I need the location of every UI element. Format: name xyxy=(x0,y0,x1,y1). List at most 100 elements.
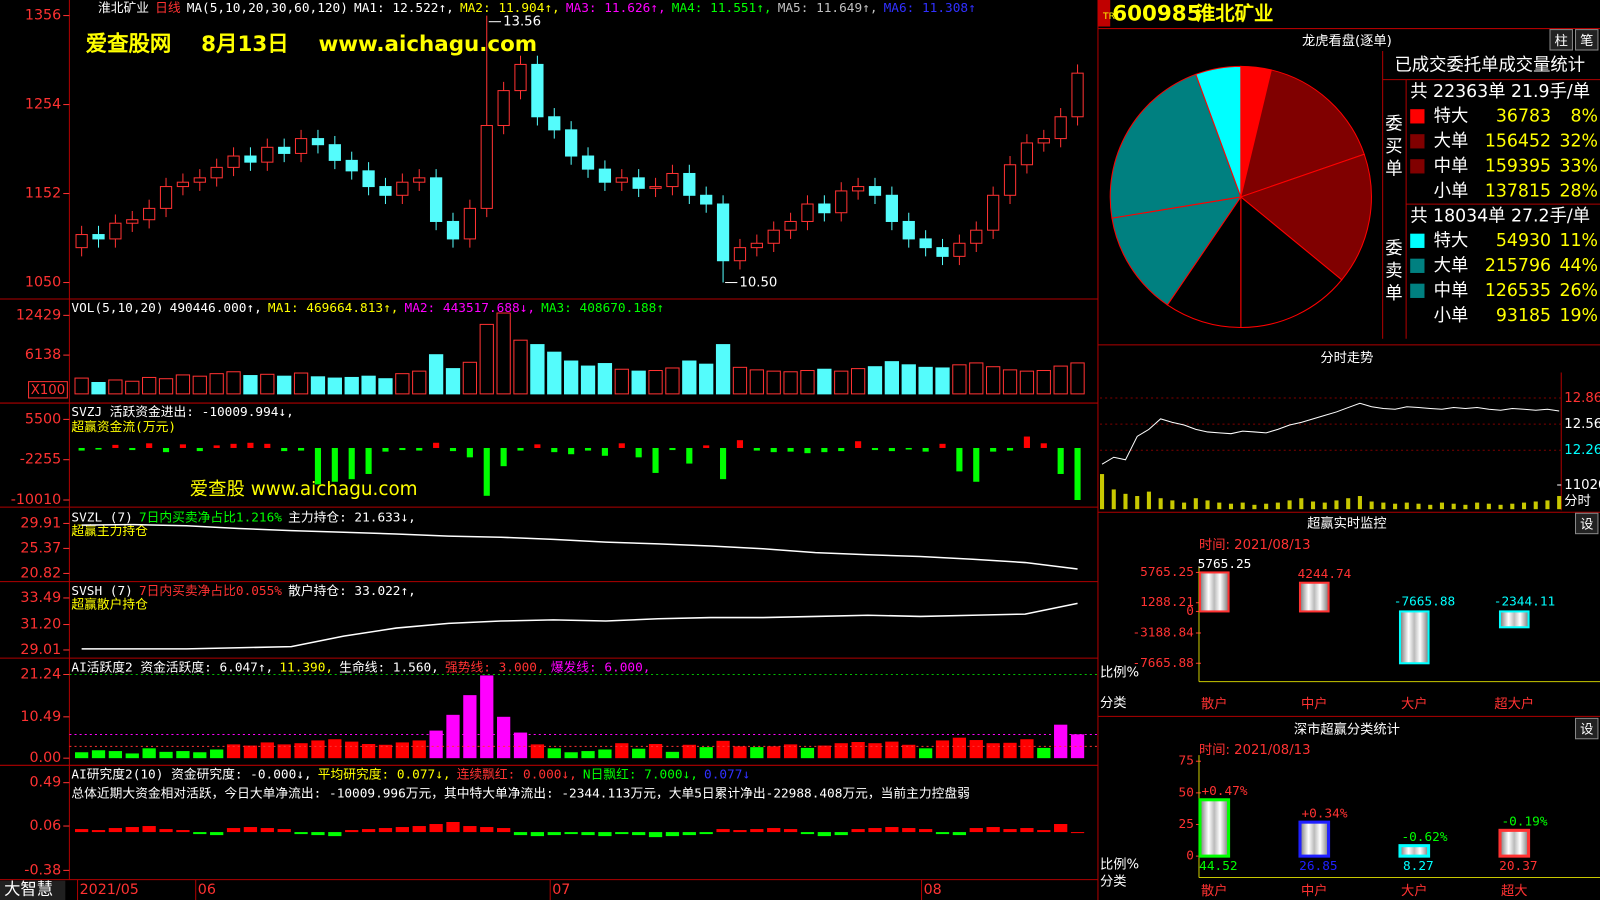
candle-body xyxy=(311,138,325,146)
y-tick-label: 29.01 xyxy=(20,642,61,658)
bar xyxy=(1070,734,1085,759)
row-pct: 8% xyxy=(1570,106,1598,126)
bar xyxy=(348,447,355,480)
intraday-volume xyxy=(1439,502,1445,510)
volume-bar xyxy=(952,364,967,395)
intraday-volume xyxy=(1533,501,1538,510)
bar xyxy=(885,827,899,833)
intraday-volume xyxy=(1334,500,1339,510)
y-tick-label: 20.82 xyxy=(20,565,61,581)
candle-body xyxy=(750,242,763,249)
side-label: 单 xyxy=(1385,284,1402,304)
button-label[interactable]: 笔 xyxy=(1580,33,1593,49)
category-label: 中户 xyxy=(1301,695,1328,712)
y-tick-label: -0.38 xyxy=(24,862,61,878)
intraday-volume xyxy=(1545,500,1550,510)
button-label[interactable]: 设 xyxy=(1580,722,1593,738)
volume-bar xyxy=(260,373,275,395)
bar xyxy=(247,442,254,448)
bar xyxy=(551,447,558,453)
candle-body xyxy=(1037,138,1050,144)
intraday-volume xyxy=(1416,503,1421,510)
volume-bar xyxy=(1070,362,1085,395)
candle-body xyxy=(193,177,206,183)
row-name: 小单 xyxy=(1434,306,1469,326)
bar xyxy=(973,447,980,482)
bar xyxy=(736,440,744,448)
intraday-volume xyxy=(1287,500,1292,510)
intraday-volume xyxy=(1510,503,1515,510)
candle-body xyxy=(362,170,375,188)
bar xyxy=(517,447,524,451)
header-segment: 490446.000↑, xyxy=(170,301,262,316)
header-segment: MA1: 12.522↑, xyxy=(354,1,454,16)
button[interactable] xyxy=(1549,29,1573,51)
bar xyxy=(264,443,271,448)
pie-slice xyxy=(1166,195,1242,329)
y-tick-label: 1254 xyxy=(25,97,61,113)
y-tick-label: -7665.88 xyxy=(1132,656,1193,671)
pie-slice xyxy=(1111,196,1242,306)
intraday-volume xyxy=(1369,501,1374,510)
bar xyxy=(935,740,950,759)
candle-body xyxy=(548,116,561,131)
side-label: 委 xyxy=(1385,239,1402,259)
bar xyxy=(733,830,747,833)
bar xyxy=(834,832,848,836)
bar xyxy=(129,447,136,451)
bar xyxy=(834,743,848,759)
classify-value: 44.52 xyxy=(1199,859,1237,874)
y-tick-label: 29.91 xyxy=(20,515,61,531)
bar xyxy=(108,751,123,759)
header-segment: 7日内买卖净占比0.055% xyxy=(139,582,282,598)
intraday-volume xyxy=(1217,502,1222,510)
bar xyxy=(918,829,933,833)
button[interactable] xyxy=(1575,512,1599,535)
legend-swatch xyxy=(1410,184,1425,199)
button-label[interactable]: 柱 xyxy=(1555,33,1568,49)
y-tick-label: 0.00 xyxy=(29,750,61,766)
button-label[interactable]: 设 xyxy=(1580,516,1593,532)
monitor-value: 5765.25 xyxy=(1198,557,1252,572)
candle-body xyxy=(936,247,949,257)
bar xyxy=(720,447,727,480)
pie-slice xyxy=(1109,73,1242,219)
candle-body xyxy=(531,63,544,118)
header-segment: N日飘红: 7.000↓, xyxy=(583,766,698,782)
volume-bar xyxy=(192,375,207,395)
volume-bar xyxy=(310,376,326,395)
ratio-label: 比例% xyxy=(1100,664,1139,680)
volume-bar xyxy=(1036,369,1051,395)
bar xyxy=(365,447,372,474)
button[interactable] xyxy=(1575,717,1599,740)
tr-icon-label: TR xyxy=(1102,11,1116,22)
bar xyxy=(480,827,494,833)
row-name: 小单 xyxy=(1434,181,1469,201)
candle-body xyxy=(868,186,882,196)
intraday-volume xyxy=(1393,503,1398,510)
volume-bar xyxy=(648,369,663,395)
header-segment: 强势线: 3.000, xyxy=(445,659,545,675)
header-segment: 淮北矿业 xyxy=(98,1,149,16)
intraday-volume xyxy=(1228,503,1234,510)
brand-box xyxy=(0,880,66,900)
bar xyxy=(868,828,882,833)
classify-bar xyxy=(1298,820,1331,858)
volume-bar xyxy=(800,369,815,395)
volume-bar xyxy=(631,370,646,395)
bar xyxy=(395,742,409,759)
bar xyxy=(146,443,153,448)
bar xyxy=(513,732,528,759)
candle-body xyxy=(497,90,510,127)
bar xyxy=(750,747,764,759)
candle-body xyxy=(143,207,156,221)
panel-header: SVSH (7) 7日内买卖净占比0.055% 散户持仓: 33.022↑, xyxy=(71,582,415,598)
bar xyxy=(969,740,983,759)
tr-icon xyxy=(1097,0,1111,27)
classify-bar xyxy=(1198,798,1231,858)
bar xyxy=(378,828,393,833)
classify-title: 深市超赢分类统计 xyxy=(1294,721,1400,738)
button[interactable] xyxy=(1575,29,1599,51)
class-label: 分类 xyxy=(1100,874,1127,890)
category-label: 大户 xyxy=(1401,695,1428,712)
